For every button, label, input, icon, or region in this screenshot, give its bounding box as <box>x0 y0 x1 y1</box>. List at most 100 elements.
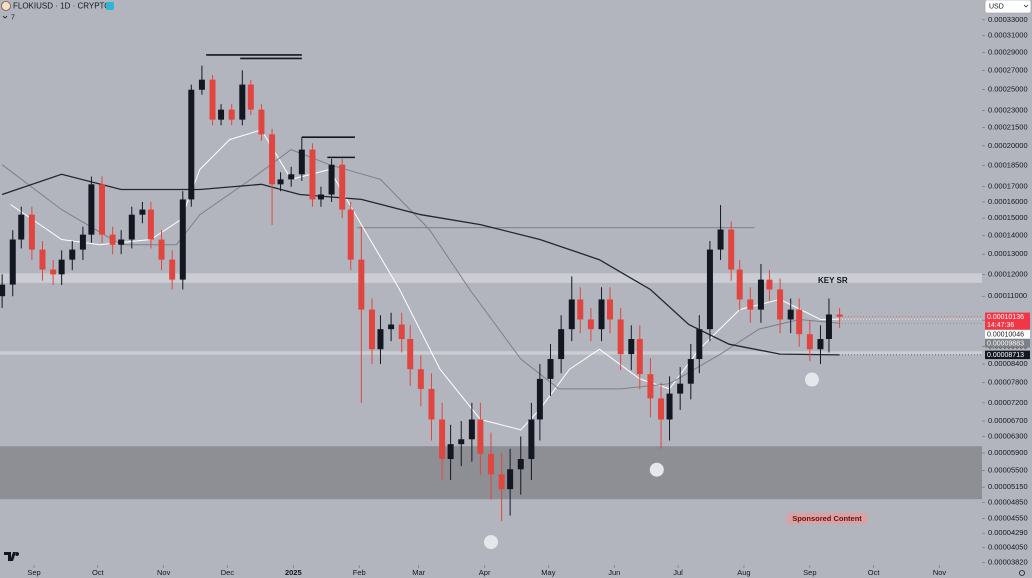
candle-body <box>69 249 76 260</box>
candle-body <box>317 194 324 200</box>
y-tick-label: 0.00005150 <box>988 482 1028 491</box>
y-tick-label: 0.00003820 <box>988 557 1028 566</box>
candle-body <box>458 439 465 445</box>
candle-body <box>587 319 594 330</box>
x-tick-label: Jul <box>673 568 683 577</box>
x-tick-label: Jun <box>608 568 620 577</box>
currency-dropdown[interactable] <box>984 0 1032 14</box>
candle-body <box>139 209 146 215</box>
y-tick-label: 0.00004050 <box>988 543 1028 552</box>
candle-body <box>568 299 575 330</box>
candle-body <box>118 239 125 245</box>
candle-body <box>806 334 813 350</box>
symbol-title[interactable]: FLOKIUSD · 1D · CRYPTO <box>13 2 111 11</box>
y-tick-label: 0.00005500 <box>988 466 1028 475</box>
candle-body <box>188 89 195 200</box>
marker-dot <box>804 372 819 387</box>
marker-dot <box>484 535 498 550</box>
candle-body <box>407 339 414 370</box>
candle-body <box>598 299 605 330</box>
candle-body <box>128 214 135 240</box>
indicators-count[interactable]: 7 <box>11 14 15 21</box>
y-tick-label: 0.00017000 <box>988 182 1028 191</box>
candle-body <box>736 269 743 300</box>
candle-body <box>269 134 276 185</box>
y-tick-label: 0.00004850 <box>988 497 1028 506</box>
settings-icon[interactable] <box>1019 570 1025 576</box>
candle-body <box>18 214 25 240</box>
candles-layer <box>0 65 843 522</box>
candle-body <box>796 309 803 335</box>
price-label: 0.00008713 <box>987 352 1024 359</box>
tv-logo[interactable] <box>4 552 20 561</box>
x-tick-label: Mar <box>412 568 425 577</box>
countdown-label: 14:47:36 <box>987 322 1014 329</box>
candle-body <box>666 393 673 420</box>
x-tick-label: Oct <box>868 568 881 577</box>
candle-body <box>428 388 435 420</box>
price-label: 0.00009883 <box>987 340 1024 347</box>
marker-dot <box>649 462 664 477</box>
candle-body <box>507 469 514 490</box>
moving-average <box>1 149 840 390</box>
candle-body <box>417 369 424 389</box>
candle-body <box>728 229 735 270</box>
y-tick-label: 0.00006700 <box>988 416 1028 425</box>
y-tick-label: 0.00007200 <box>988 398 1028 407</box>
candle-body <box>109 234 116 245</box>
candle-body <box>309 149 316 200</box>
candle-body <box>198 79 205 90</box>
candle-body <box>228 109 235 120</box>
candle-body <box>477 419 484 454</box>
candle-body <box>777 289 784 320</box>
status-icon[interactable] <box>106 2 114 10</box>
candle-body <box>677 383 684 394</box>
y-tick-label: 0.00004290 <box>988 528 1028 537</box>
candle-body <box>99 184 106 235</box>
y-tick-label: 0.00029000 <box>988 47 1028 56</box>
candle-body <box>825 314 832 340</box>
x-tick-label: Aug <box>737 568 750 577</box>
y-tick-label: 0.00016000 <box>988 197 1028 206</box>
candle-body <box>0 284 6 297</box>
price-label-box <box>985 350 1030 360</box>
candle-body <box>517 459 524 470</box>
candle-body <box>179 199 186 280</box>
candle-body <box>377 329 384 350</box>
candle-body <box>398 324 405 340</box>
indicators-chevron[interactable] <box>2 15 8 19</box>
candle-body <box>696 329 703 360</box>
x-tick-label: 2025 <box>285 568 302 577</box>
candle-body <box>239 84 246 120</box>
price-label-box <box>985 330 1030 339</box>
x-tick-label: Nov <box>933 568 947 577</box>
candle-body <box>209 79 216 120</box>
candle-body <box>706 249 713 330</box>
price-zone <box>0 273 982 283</box>
candle-body <box>169 259 176 280</box>
candle-body <box>388 324 395 330</box>
candle-body <box>817 339 824 350</box>
y-tick-label: 0.00012000 <box>988 269 1028 278</box>
price-label: 0.00010046 <box>987 331 1024 338</box>
candle-body <box>439 419 446 460</box>
candle-body <box>28 214 35 250</box>
currency-label[interactable]: USD <box>989 4 1004 11</box>
candle-body <box>147 209 154 240</box>
candle-body <box>88 184 95 235</box>
sponsored-label: Sponsored Content <box>792 514 862 523</box>
y-tick-label: 0.00006300 <box>988 431 1028 440</box>
y-tick-label: 0.00011000 <box>988 291 1027 300</box>
y-tick-label: 0.00007800 <box>988 378 1028 387</box>
candle-body <box>836 314 843 317</box>
candle-body <box>617 319 624 355</box>
candle-body <box>258 109 265 135</box>
dropdown-chevron[interactable] <box>1023 4 1029 8</box>
y-tick-label: 0.00020000 <box>988 141 1028 150</box>
x-tick-label: Nov <box>157 568 171 577</box>
y-tick-label: 0.00033000 <box>988 15 1028 24</box>
candle-body <box>658 398 665 420</box>
y-tick-label: 0.00021500 <box>988 123 1028 132</box>
y-tick-label: 0.00004550 <box>988 513 1028 522</box>
candle-body <box>636 339 643 375</box>
